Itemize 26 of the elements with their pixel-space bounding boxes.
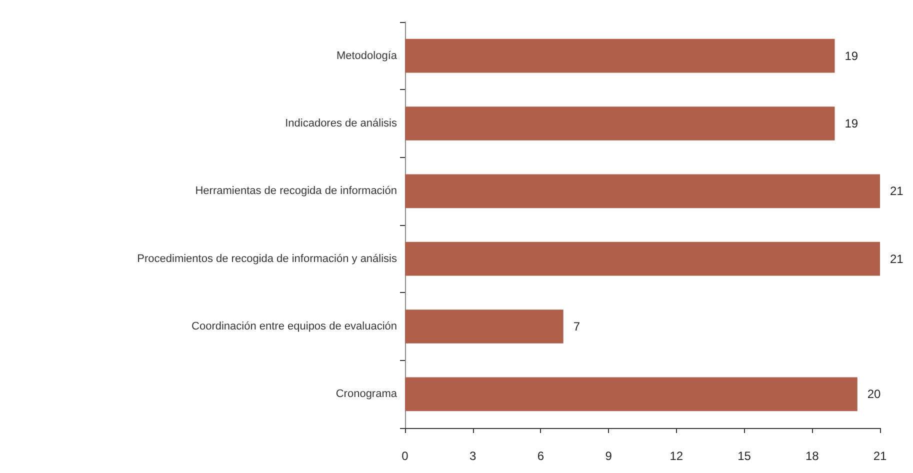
y-tick-label: Cronograma <box>336 388 398 400</box>
bar <box>405 310 564 344</box>
x-tick-label: 12 <box>670 449 684 463</box>
data-label: 21 <box>890 184 904 198</box>
bar <box>405 377 858 412</box>
y-tick-label: Procedimientos de recogida de información y análisis <box>137 252 398 265</box>
x-tick-label: 6 <box>537 449 544 463</box>
y-tick-label: Herramientas de recogida de información <box>195 185 397 198</box>
data-label: 20 <box>867 387 882 402</box>
x-tick-label: 9 <box>605 449 612 463</box>
x-tick-label: 0 <box>402 449 409 463</box>
bar <box>405 242 880 276</box>
x-tick-label: 3 <box>470 449 477 463</box>
bar <box>405 106 835 140</box>
x-tick-label: 18 <box>805 449 820 463</box>
data-label: 19 <box>844 48 858 63</box>
data-label: 21 <box>890 252 904 266</box>
bar <box>405 174 880 208</box>
x-tick-label: 21 <box>873 449 887 463</box>
y-tick-label: Indicadores de análisis <box>285 118 398 130</box>
x-tick-label: 15 <box>738 449 752 463</box>
y-tick-label: Coordinación entre equipos de evaluación <box>192 320 397 332</box>
bar <box>405 38 835 73</box>
data-label: 7 <box>573 320 580 334</box>
data-label: 19 <box>844 116 858 130</box>
y-tick-label: Metodología <box>336 50 398 62</box>
